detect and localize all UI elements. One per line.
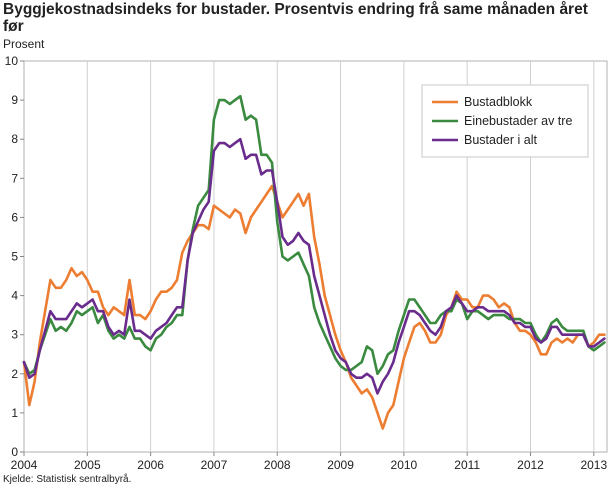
y-tick-label: 7 [11,171,18,185]
source-note: Kjelde: Statistisk sentralbyrå. [3,474,132,485]
x-tick-label: 2011 [454,458,480,472]
y-tick-label: 3 [11,328,18,342]
y-tick-label: 4 [11,289,18,303]
x-tick-label: 2008 [264,458,291,472]
y-tick-label: 0 [11,445,18,459]
x-tick-label: 2007 [201,458,228,472]
axis-layer: 0 1 2 3 4 5 6 7 8 9 10 2004 2005 2006 2007 2008 2009 2010… [5,54,608,472]
legend: Bustadblokk Einebustader av tre Bustader i… [421,84,589,158]
y-tick-label: 1 [11,406,18,420]
legend-label: Bustader i alt [464,133,537,147]
y-axis-unit-label: Prosent [3,37,45,51]
y-tick-label: 10 [5,54,19,68]
series-line-bustader-i-alt [22,137,606,395]
y-tick-label: 6 [11,210,18,224]
x-tick-label: 2013 [580,458,607,472]
series-layer [22,94,606,430]
legend-label: Einebustader av tre [464,114,572,128]
legend-label: Bustadblokk [464,95,533,109]
x-tick-label: 2012 [517,458,544,472]
series-line-bustadblokk [22,184,606,430]
x-tick-label: 2010 [391,458,418,472]
x-tick-label: 2009 [327,458,354,472]
x-tick-label: 2004 [11,458,38,472]
y-tick-label: 2 [11,367,18,381]
y-tick-label: 5 [11,250,18,264]
x-tick-label: 2005 [74,458,101,472]
series-line-einebustader-av-tre [22,94,606,376]
x-tick-label: 2006 [137,458,164,472]
y-tick-label: 8 [11,132,18,146]
y-tick-label: 9 [11,93,18,107]
chart-title: Byggjekostnadsindeks for bustader. Prose… [3,1,588,35]
